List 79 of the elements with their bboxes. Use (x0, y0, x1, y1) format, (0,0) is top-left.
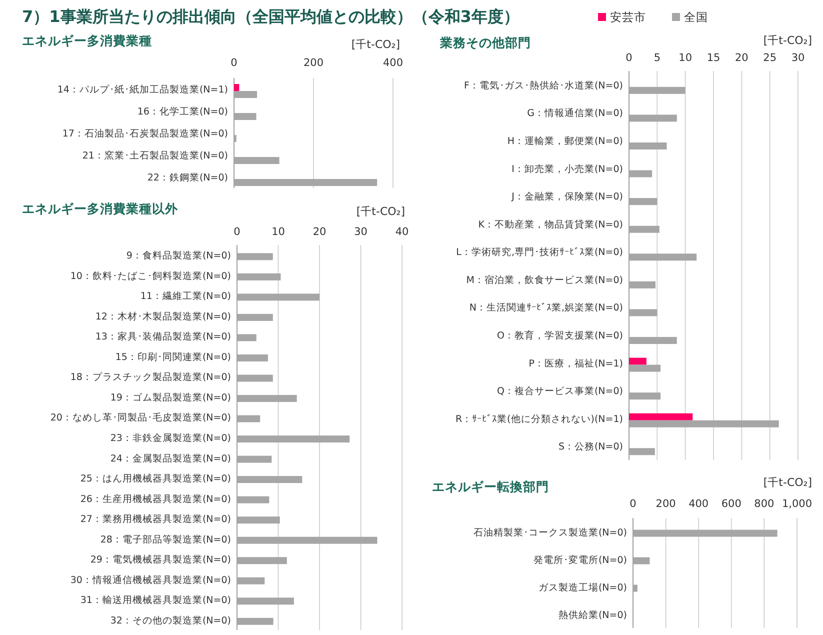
y-tick-label: 22：鉄鋼業(N=0) (147, 172, 228, 184)
y-tick-label: 16：化学工業(N=0) (137, 106, 228, 118)
x-tick-label: 20 (734, 52, 748, 64)
x-tick-label: 600 (721, 498, 742, 510)
y-tick-label: 21：窯業･土石製品製造業(N=0) (82, 150, 228, 162)
y-tick-label: 11：繊維工業(N=0) (140, 290, 231, 302)
x-tick-label: 0 (630, 498, 636, 510)
y-tick-label: 発電所･変電所(N=0) (533, 554, 627, 566)
y-tick-label: 13：家具･装備品製造業(N=0) (95, 330, 231, 343)
y-tick-label: G：情報通信業(N=0) (527, 107, 623, 120)
x-tick-label: 5 (654, 52, 661, 64)
y-tick-label: J：金融業，保険業(N=0) (510, 190, 623, 203)
legend: 安芸市 (598, 10, 646, 24)
y-tick-label: 12：木材･木製品製造業(N=0) (95, 310, 231, 322)
y-tick-label: 28：電子部品等製造業(N=0) (100, 533, 231, 546)
x-tick-label: 10 (678, 52, 692, 64)
chart-title: 7）1事業所当たりの排出傾向（全国平均値との比較）（令和3年度） (22, 7, 520, 26)
x-tick-label: 15 (706, 52, 720, 64)
text: エネルギー転換部門 (432, 479, 549, 494)
y-tick-label: 9：食料品製造業(N=0) (126, 250, 231, 262)
x-tick-label: 20 (312, 226, 326, 238)
y-tick-label: K：不動産業，物品賃貸業(N=0) (478, 218, 623, 230)
x-tick-label: 0 (234, 226, 240, 238)
x-tick-label: 30 (791, 52, 805, 64)
x-tick-label: 200 (303, 57, 324, 69)
x-tick-label: 0 (230, 57, 238, 69)
y-tick-label: P：医療，福祉(N=1) (528, 357, 623, 370)
y-tick-label: M：宿泊業，飲食サービス業(N=0) (466, 274, 623, 286)
x-tick-label: 10 (272, 226, 285, 238)
y-tick-label: 20：なめし革･同製品･毛皮製造業(N=0) (50, 412, 231, 424)
y-tick-label: 32：その他の製造業(N=0) (110, 614, 231, 626)
y-tick-label: 15：印刷･同関連業(N=0) (115, 350, 231, 363)
y-tick-label: 31：輸送用機械器具製造業(N=0) (80, 594, 231, 606)
y-tick-label: 14：パルプ･紙･紙加工品製造業(N=1) (57, 84, 228, 96)
x-axis-title: [千t-CO₂] (351, 38, 400, 51)
y-tick-label: S：公務(N=0) (558, 440, 623, 453)
x-tick-label: 0 (626, 52, 632, 64)
y-tick-label: 熱供給業(N=0) (558, 608, 627, 621)
x-tick-label: 25 (763, 52, 777, 64)
x-tick-label: 400 (382, 57, 404, 69)
x-tick-label: 200 (656, 498, 676, 510)
y-tick-label: 25：はん用機械器具製造業(N=0) (80, 472, 231, 485)
y-tick-label: I：卸売業，小売業(N=0) (512, 162, 623, 175)
text: エネルギー多消費業種 (22, 33, 152, 48)
x-axis-title: [千t-CO₂] (763, 476, 812, 489)
y-tick-label: 17：石油製品･石炭製品製造業(N=0) (62, 128, 228, 140)
y-tick-label: L：学術研究,専門･技術ｻｰﾋﾞｽ業(N=0) (456, 246, 623, 258)
y-tick-label: 26：生産用機械器具製造業(N=0) (80, 492, 231, 505)
y-tick-label: Q：複合サービス事業(N=0) (496, 385, 623, 398)
y-tick-label: R：ｻｰﾋﾞｽ業(他に分類されない)(N=1) (455, 412, 623, 425)
x-tick-label: 30 (354, 226, 368, 238)
bar (234, 84, 240, 91)
legend-label: 全国 (684, 10, 708, 24)
y-tick-label: 19：ゴム製品製造業(N=0) (110, 391, 231, 404)
y-tick-label: 18：プラスチック製品製造業(N=0) (70, 371, 231, 384)
y-tick-label: 23：非鉄金属製造業(N=0) (110, 432, 231, 444)
x-tick-label: 40 (395, 226, 409, 238)
bar (629, 413, 693, 420)
y-tick-label: 27：業務用機械器具製造業(N=0) (80, 513, 231, 526)
y-tick-label: F：電気･ガス･熱供給･水道業(N=0) (464, 79, 623, 92)
y-tick-label: N：生活関連ｻｰﾋﾞｽ業,娯楽業(N=0) (469, 302, 623, 314)
y-tick-label: 24：金属製品製造業(N=0) (110, 452, 231, 464)
text: 業務その他部門 (439, 35, 531, 50)
x-tick-label: 400 (688, 498, 709, 510)
x-axis-title: [千t-CO₂] (763, 34, 812, 47)
y-tick-label: 10：飲料･たばこ･飼料製造業(N=0) (70, 270, 231, 282)
x-tick-label: 800 (754, 498, 774, 510)
x-tick-label: 1,000 (782, 498, 812, 510)
y-tick-label: ガス製造工場(N=0) (538, 581, 627, 594)
text: エネルギー多消費業種以外 (22, 201, 179, 216)
legend-label: 安芸市 (610, 10, 646, 24)
y-tick-label: H：運輸業，郵便業(N=0) (507, 134, 623, 147)
x-axis-title: [千t-CO₂] (356, 205, 405, 218)
y-tick-label: 石油精製業･コークス製造業(N=0) (473, 526, 627, 538)
bar (629, 358, 646, 365)
y-tick-label: 30：情報通信機械器具製造業(N=0) (70, 574, 231, 586)
legend: 全国 (672, 10, 708, 24)
y-tick-label: O：教育，学習支援業(N=0) (496, 329, 623, 342)
y-tick-label: 29：電気機械器具製造業(N=0) (90, 554, 231, 566)
